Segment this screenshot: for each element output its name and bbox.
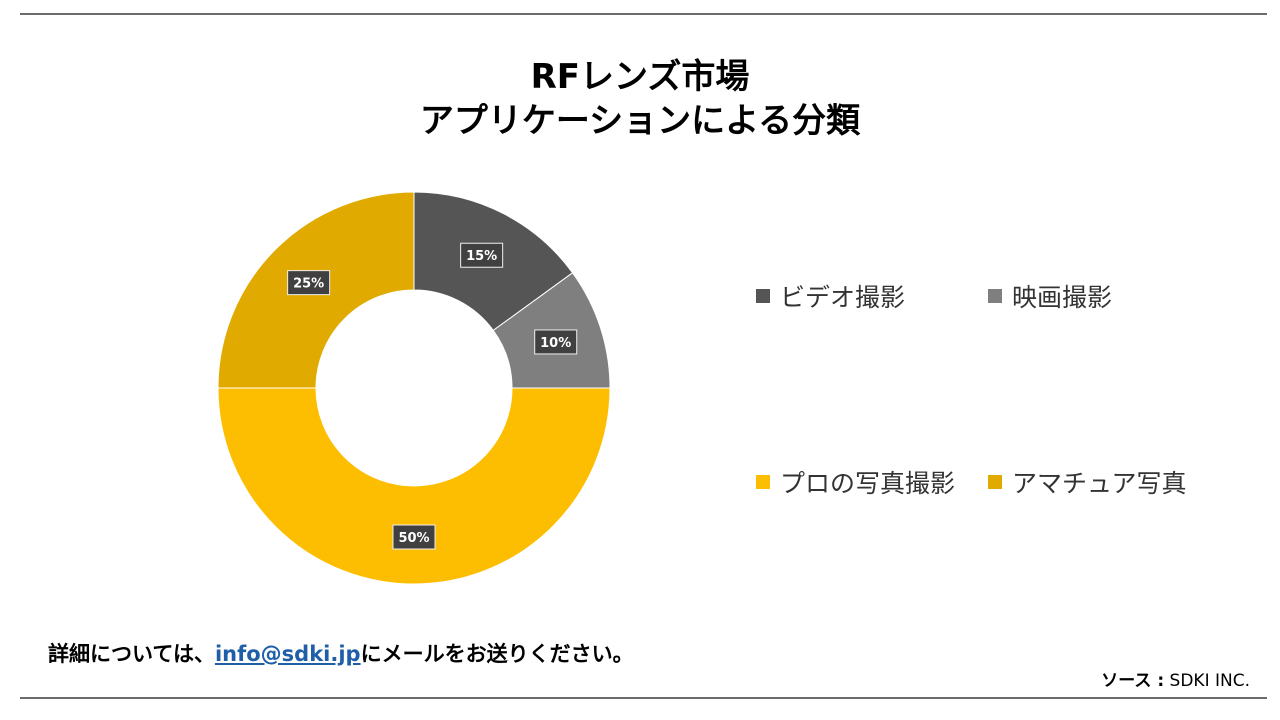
legend-label-video: ビデオ撮影	[780, 283, 906, 312]
email-link[interactable]: info@sdki.jp	[214, 642, 361, 666]
contact-note-prefix: 詳細については、	[48, 642, 215, 666]
bottom-rule	[20, 697, 1267, 699]
legend-label-pro-photo: プロの写真撮影	[780, 469, 956, 498]
legend-item-amateur-photo: アマチュア写真	[988, 464, 1187, 500]
data-label-text-pro-photo: 50%	[398, 531, 429, 546]
chart-title-line2: アプリケーションによる分類	[419, 101, 861, 141]
legend-swatch-video	[756, 289, 770, 303]
data-label-text-film: 10%	[540, 336, 571, 351]
data-label-pro-photo: 50%	[392, 524, 436, 550]
chart-title: RFレンズ市場 アプリケーションによる分類	[0, 55, 1280, 143]
data-label-video: 15%	[460, 242, 504, 268]
top-rule	[20, 13, 1267, 15]
legend-label-film: 映画撮影	[1012, 283, 1113, 312]
legend-swatch-pro-photo	[756, 475, 770, 489]
legend-swatch-film	[988, 289, 1002, 303]
data-label-box-amateur-photo	[287, 270, 331, 296]
source-value: SDKI INC.	[1169, 671, 1250, 691]
donut-chart: 15% 10% 50% 25%	[217, 191, 611, 585]
data-label-text-amateur-photo: 25%	[293, 277, 324, 292]
legend-swatch-amateur-photo	[988, 475, 1002, 489]
legend-label-amateur-photo: アマチュア写真	[1012, 469, 1187, 498]
source-label: ソース :	[1101, 671, 1165, 691]
data-label-film: 10%	[534, 329, 578, 355]
data-label-box-pro-photo	[392, 524, 436, 550]
contact-note: 詳細については、info@sdki.jpにメールをお送りください。	[48, 638, 634, 668]
data-label-text-video: 15%	[466, 249, 497, 264]
source-credit: ソース : SDKI INC.	[1101, 666, 1250, 691]
donut-slice-pro-photo	[217, 387, 611, 585]
legend-item-film: 映画撮影	[988, 278, 1112, 314]
legend-item-pro-photo: プロの写真撮影	[756, 464, 955, 500]
data-label-box-video	[460, 242, 504, 268]
legend-item-video: ビデオ撮影	[756, 278, 905, 314]
contact-note-suffix: にメールをお送りください。	[360, 642, 634, 666]
chart-title-line1: RFレンズ市場	[530, 57, 750, 97]
data-label-box-film	[534, 329, 578, 355]
data-label-amateur-photo: 25%	[287, 270, 331, 296]
